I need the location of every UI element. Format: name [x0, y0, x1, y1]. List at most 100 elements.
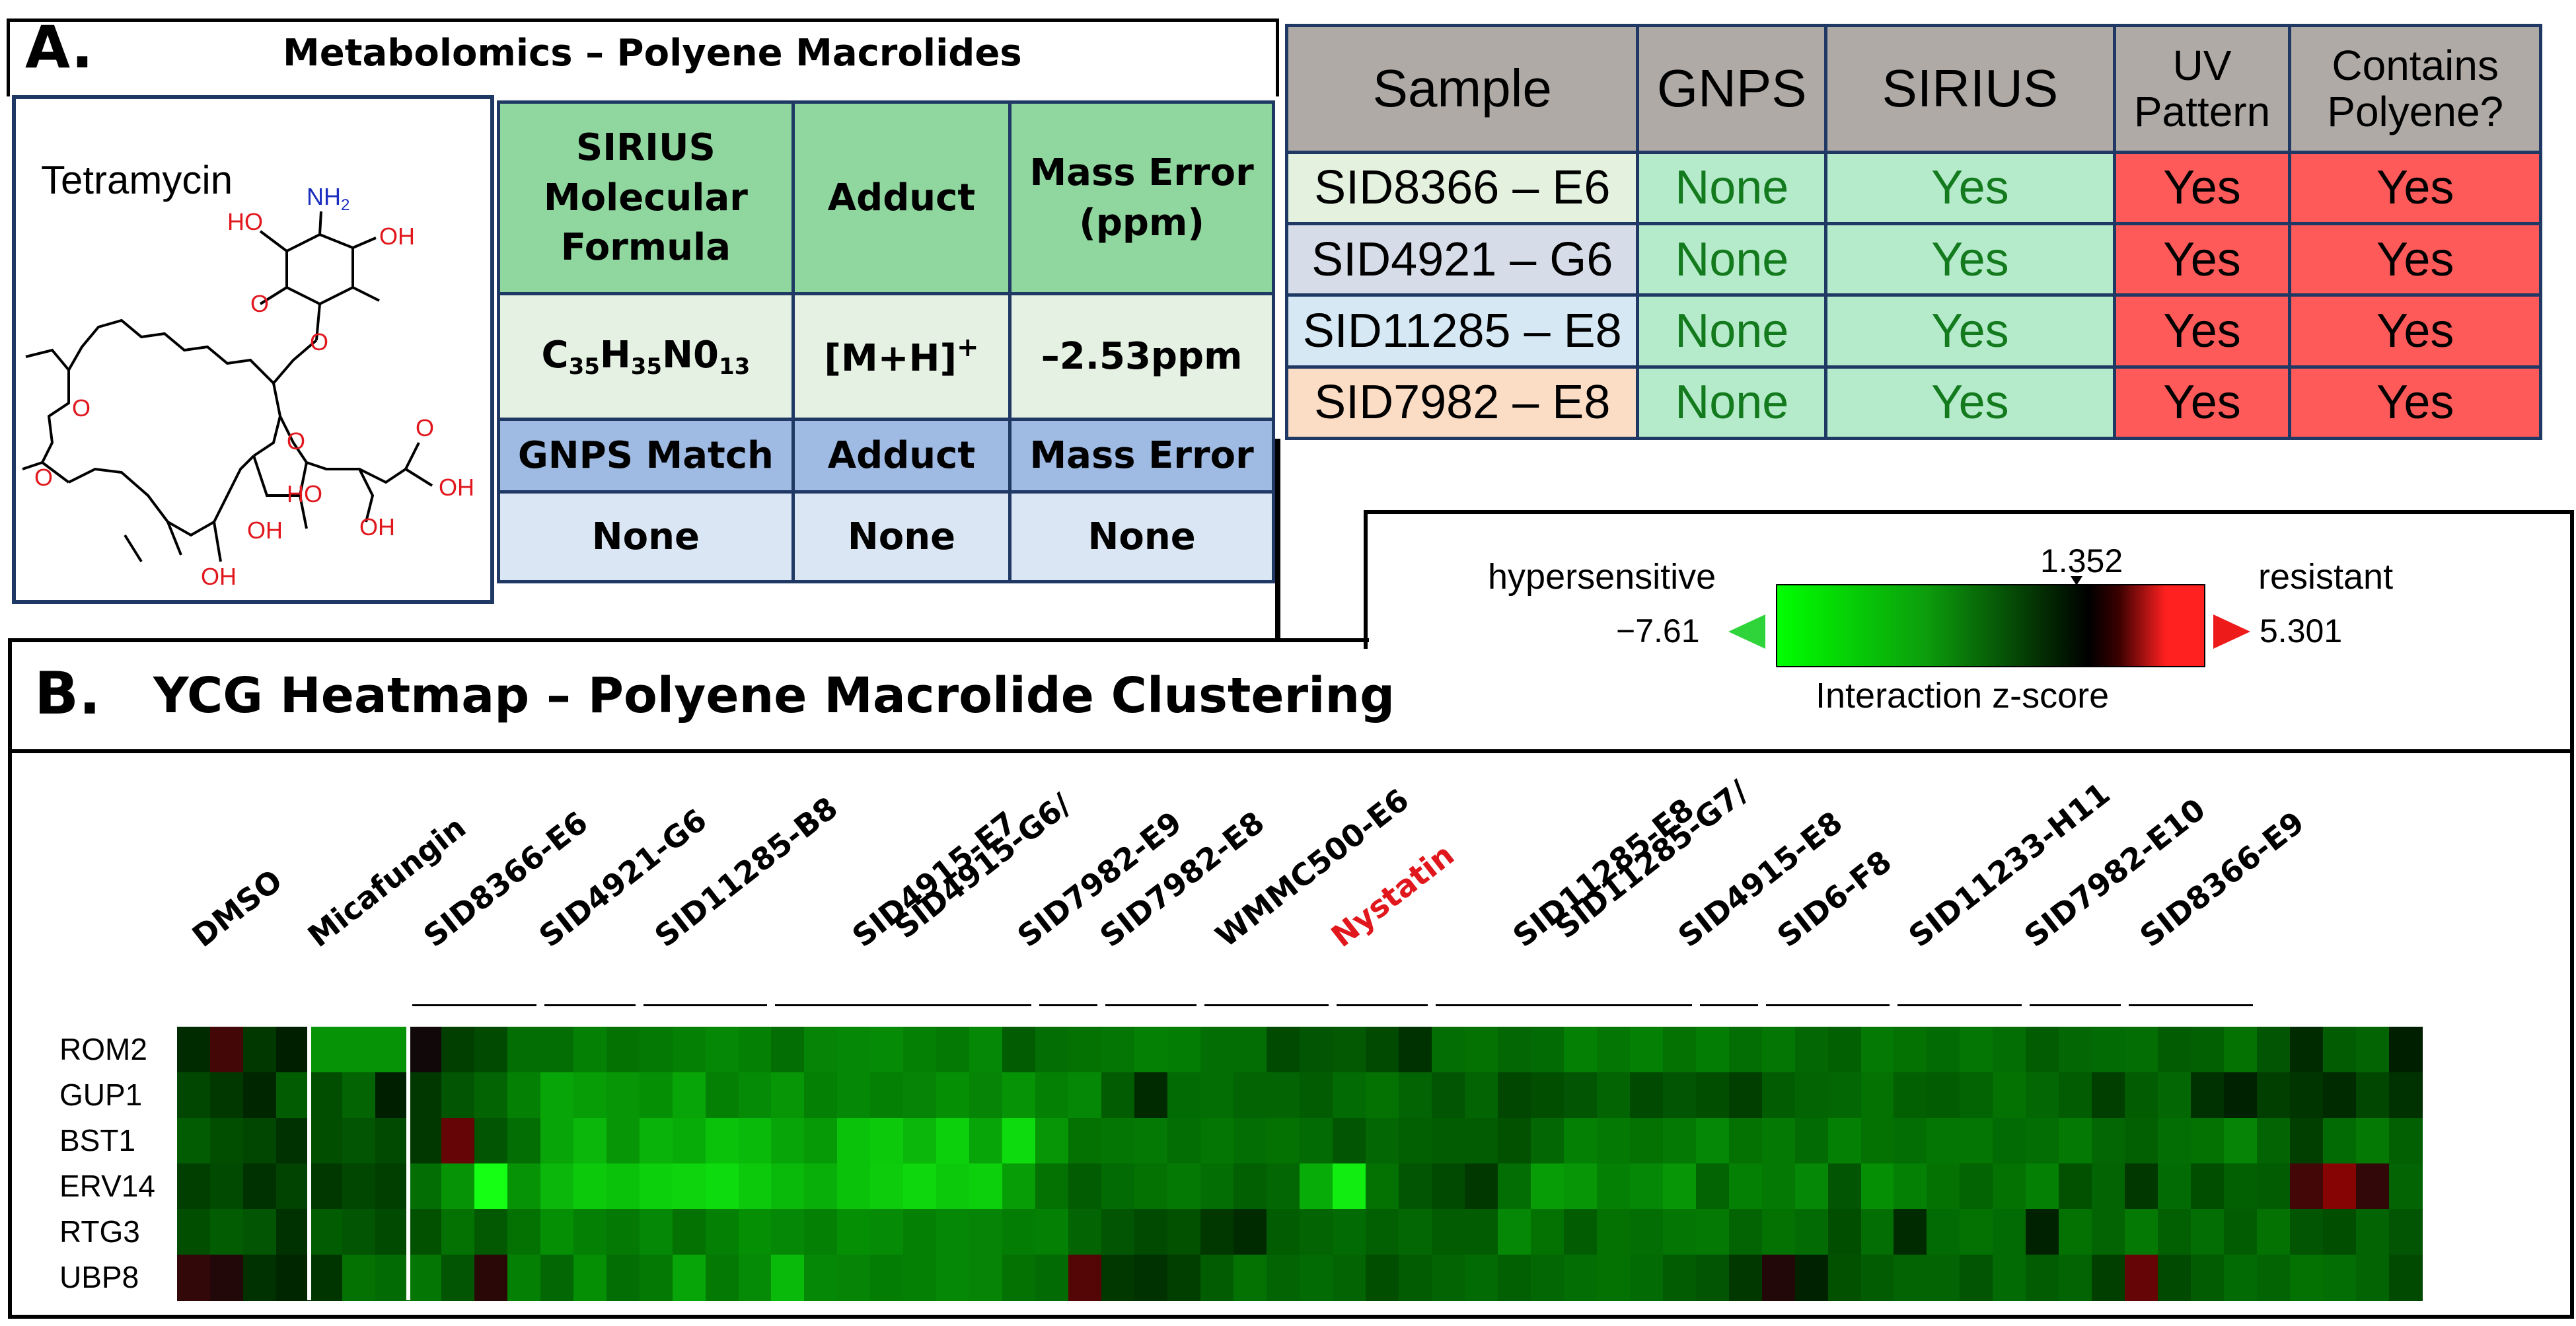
heatmap-cell: [2290, 1027, 2324, 1073]
heatmap-cell: [209, 1027, 244, 1073]
heatmap-cell: [606, 1027, 640, 1073]
heatmap-cell: [2158, 1163, 2191, 1210]
atom-o-glyco: O: [310, 328, 328, 355]
heatmap-row-label: BST1: [59, 1123, 136, 1158]
heatmap-cell: [507, 1163, 541, 1210]
heatmap-cell: [540, 1118, 574, 1164]
heatmap-cell: [1002, 1209, 1036, 1255]
heatmap-cell: [1101, 1209, 1135, 1255]
heatmap-cell: [1629, 1209, 1664, 1255]
panel-b-frame: [8, 749, 2574, 1319]
group-underline: [643, 1004, 768, 1006]
heatmap-cell: [1596, 1118, 1631, 1164]
heatmap-cell: [2323, 1209, 2357, 1255]
heatmap-cell: [276, 1118, 310, 1164]
heatmap-cell: [1794, 1163, 1829, 1210]
heatmap-cell: [771, 1072, 805, 1119]
heatmap-cell: [1960, 1118, 1993, 1164]
heatmap-cell: [441, 1209, 475, 1255]
heatmap-cell: [1068, 1072, 1102, 1119]
heatmap-cell: [2026, 1209, 2059, 1255]
heatmap-cell: [2125, 1118, 2158, 1164]
heatmap-cell: [2323, 1255, 2357, 1301]
heatmap-cell: [2257, 1027, 2291, 1073]
heatmap-cell: [2059, 1209, 2092, 1255]
heatmap-cell: [1993, 1163, 2026, 1210]
heatmap-cell: [936, 1255, 970, 1301]
gnps-mass-error-header: Mass Error: [1008, 418, 1275, 494]
heatmap-cell: [309, 1209, 343, 1255]
heatmap-cell: [309, 1027, 343, 1073]
heatmap-cell: [1035, 1027, 1069, 1073]
heatmap-cell: [1365, 1255, 1399, 1301]
heatmap-cell: [738, 1209, 772, 1255]
heatmap-cell: [705, 1072, 739, 1119]
heatmap-cell: [2224, 1027, 2258, 1073]
heatmap-cell: [1464, 1163, 1498, 1210]
heatmap-cell: [177, 1163, 211, 1210]
heatmap-cell: [2026, 1163, 2059, 1210]
heatmap-cell: [1035, 1209, 1069, 1255]
heatmap-cell: [969, 1163, 1003, 1210]
heatmap-cell: [1761, 1072, 1796, 1119]
heatmap-group-separator: [307, 1027, 311, 1300]
heatmap-cell: [342, 1255, 376, 1301]
heatmap-cell: [1993, 1255, 2026, 1301]
heatmap-cell: [1233, 1118, 1267, 1164]
heatmap-cell: [1530, 1072, 1564, 1119]
heatmap-cell: [1860, 1209, 1895, 1255]
heatmap-cell: [209, 1072, 244, 1119]
heatmap-cell: [1695, 1163, 1730, 1210]
atom-oh-right: OH: [379, 223, 415, 250]
heatmap-cell: [1894, 1072, 1928, 1119]
heatmap-cell: [1860, 1255, 1895, 1301]
gnps-cell: None: [1636, 365, 1828, 441]
heatmap-cell: [804, 1209, 838, 1255]
heatmap-cell: [1300, 1163, 1333, 1210]
sample-row: SID8366 – E6 None Yes Yes Yes: [1284, 150, 2542, 226]
heatmap-cell: [1927, 1255, 1960, 1301]
heatmap-cell: [1002, 1027, 1036, 1073]
heatmap-cell: [1563, 1209, 1598, 1255]
heatmap-cell: [2224, 1163, 2258, 1210]
sirius-header: SIRIUS: [1824, 24, 2116, 154]
heatmap-cell: [540, 1027, 574, 1073]
heatmap-cell: [1134, 1209, 1168, 1255]
heatmap-cell: [837, 1072, 871, 1119]
heatmap-cell: [804, 1255, 838, 1301]
heatmap-cell: [1761, 1163, 1796, 1210]
heatmap-cell: [1728, 1118, 1763, 1164]
heatmap-cell: [242, 1072, 277, 1119]
heatmap-cell: [969, 1209, 1003, 1255]
heatmap-cell: [474, 1072, 508, 1119]
heatmap-cell: [936, 1163, 970, 1210]
heatmap-cell: [672, 1255, 706, 1301]
heatmap-cell: [837, 1209, 871, 1255]
heatmap-cell: [969, 1027, 1003, 1073]
heatmap-cell: [1695, 1209, 1730, 1255]
heatmap-grid: [177, 1027, 2423, 1301]
heatmap-cell: [441, 1118, 475, 1164]
heatmap-cell: [2356, 1027, 2390, 1073]
heatmap-cell: [2092, 1027, 2125, 1073]
heatmap-cell: [1728, 1255, 1763, 1301]
uv-pattern-cell: Yes: [2112, 222, 2292, 297]
heatmap-cell: [1267, 1255, 1300, 1301]
heatmap-cell: [242, 1209, 277, 1255]
heatmap-cell: [1662, 1118, 1697, 1164]
heatmap-cell: [2356, 1255, 2390, 1301]
heatmap-cell: [2125, 1255, 2158, 1301]
heatmap-cell: [2257, 1255, 2291, 1301]
sirius-mass-error-value: –2.53ppm: [1008, 292, 1275, 421]
heatmap-cell: [1267, 1163, 1300, 1210]
group-underline: [1105, 1004, 1197, 1006]
heatmap-cell: [1728, 1163, 1763, 1210]
heatmap-cell: [1068, 1163, 1102, 1210]
heatmap-cell: [1002, 1118, 1036, 1164]
heatmap-cell: [936, 1072, 970, 1119]
heatmap-cell: [177, 1072, 211, 1119]
heatmap-cell: [1497, 1118, 1531, 1164]
heatmap-cell: [2191, 1072, 2225, 1119]
atom-o-ring: O: [287, 427, 305, 455]
sirius-gnps-table: SIRIUS Molecular Formula Adduct Mass Err…: [497, 100, 1275, 583]
